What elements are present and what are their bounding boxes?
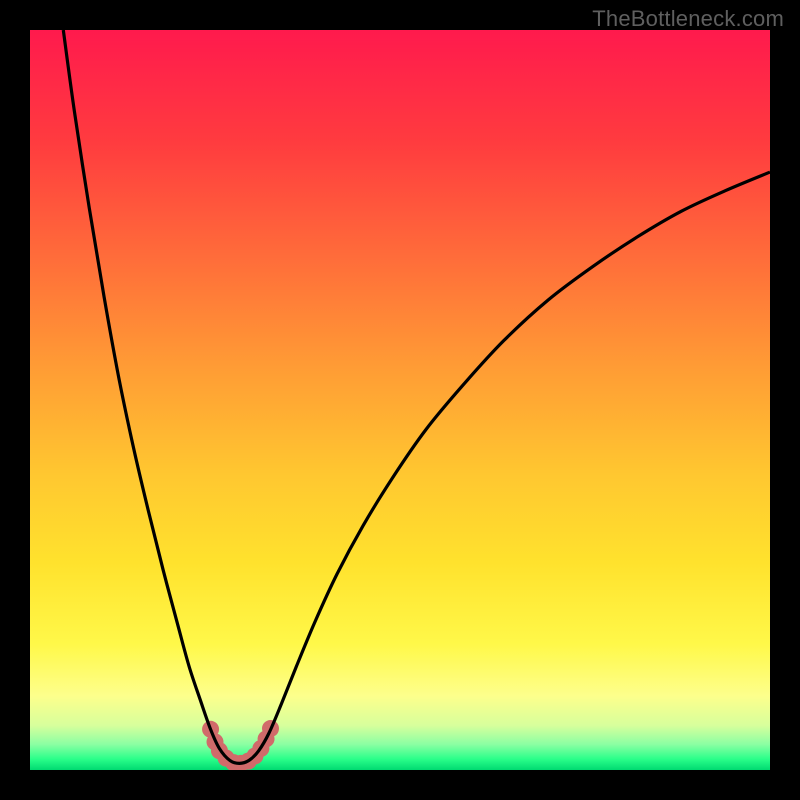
gradient-background (30, 30, 770, 770)
chart-svg (30, 30, 770, 770)
watermark-text: TheBottleneck.com (592, 6, 784, 32)
plot-area (30, 30, 770, 770)
